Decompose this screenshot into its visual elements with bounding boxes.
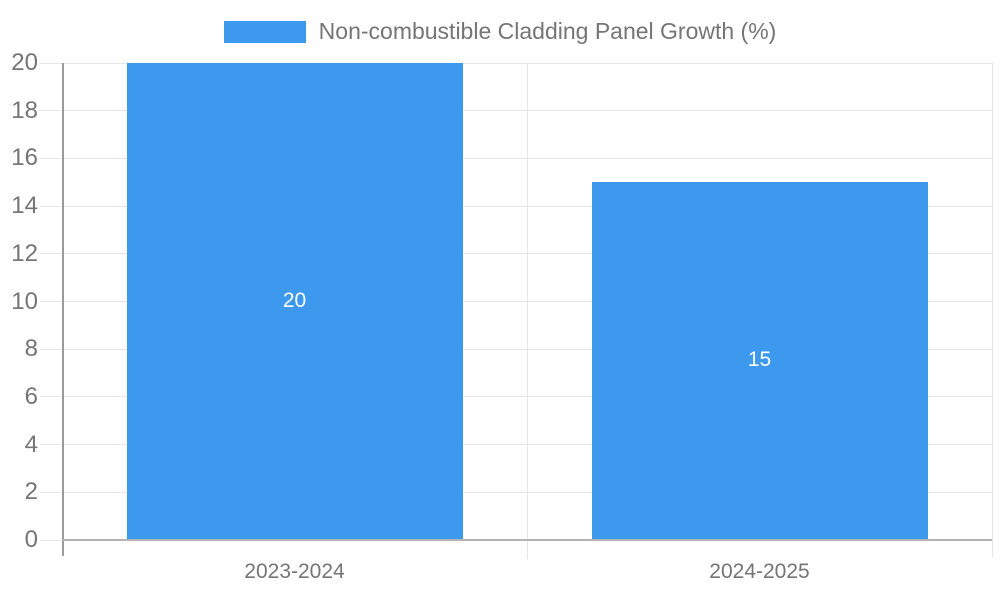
gridline: [40, 110, 992, 112]
gridline: [40, 205, 992, 207]
category-gridline: [526, 63, 528, 559]
y-tick-label: 6: [24, 382, 38, 410]
gridline: [40, 491, 992, 493]
y-tick-label: 12: [11, 239, 38, 267]
legend[interactable]: Non-combustible Cladding Panel Growth (%…: [0, 18, 1000, 45]
gridline: [40, 157, 992, 159]
y-tick-label: 0: [24, 526, 38, 553]
y-tick-label: 10: [11, 287, 38, 315]
plot-area: 0 2 4 6 8 10 12 14 16 18 20 20 15 2023-2024 2024-202…: [11, 51, 993, 583]
y-tick-label: 16: [11, 144, 38, 172]
y-tick-label: 4: [24, 430, 38, 458]
legend-swatch-icon: [223, 20, 306, 43]
gridline: [40, 444, 992, 446]
y-tick-label: 20: [11, 49, 38, 76]
gridline: [40, 301, 992, 302]
x-tick-label: 2024-2025: [709, 560, 810, 583]
category-gridline: [991, 63, 993, 557]
legend-label: Non-combustible Cladding Panel Growth (%…: [318, 18, 777, 44]
x-tick-label: 2023-2024: [244, 560, 345, 583]
bar-2024-2025[interactable]: 15: [591, 182, 928, 540]
bar-value-label: 15: [747, 348, 772, 372]
y-tick-label: 18: [11, 96, 38, 124]
tick-stub: [40, 539, 62, 541]
bar-value-label: 20: [282, 288, 307, 312]
gridline: [40, 396, 992, 398]
y-axis-line: [62, 63, 64, 556]
y-tick-label: 2: [24, 478, 38, 506]
bar-2023-2024[interactable]: 20: [126, 63, 463, 540]
gridline: [40, 253, 992, 255]
y-tick-label: 14: [11, 192, 38, 220]
y-tick-label: 8: [24, 335, 38, 363]
x-axis-baseline: [62, 539, 992, 541]
gridline: [40, 348, 992, 350]
gridline: [40, 62, 992, 64]
